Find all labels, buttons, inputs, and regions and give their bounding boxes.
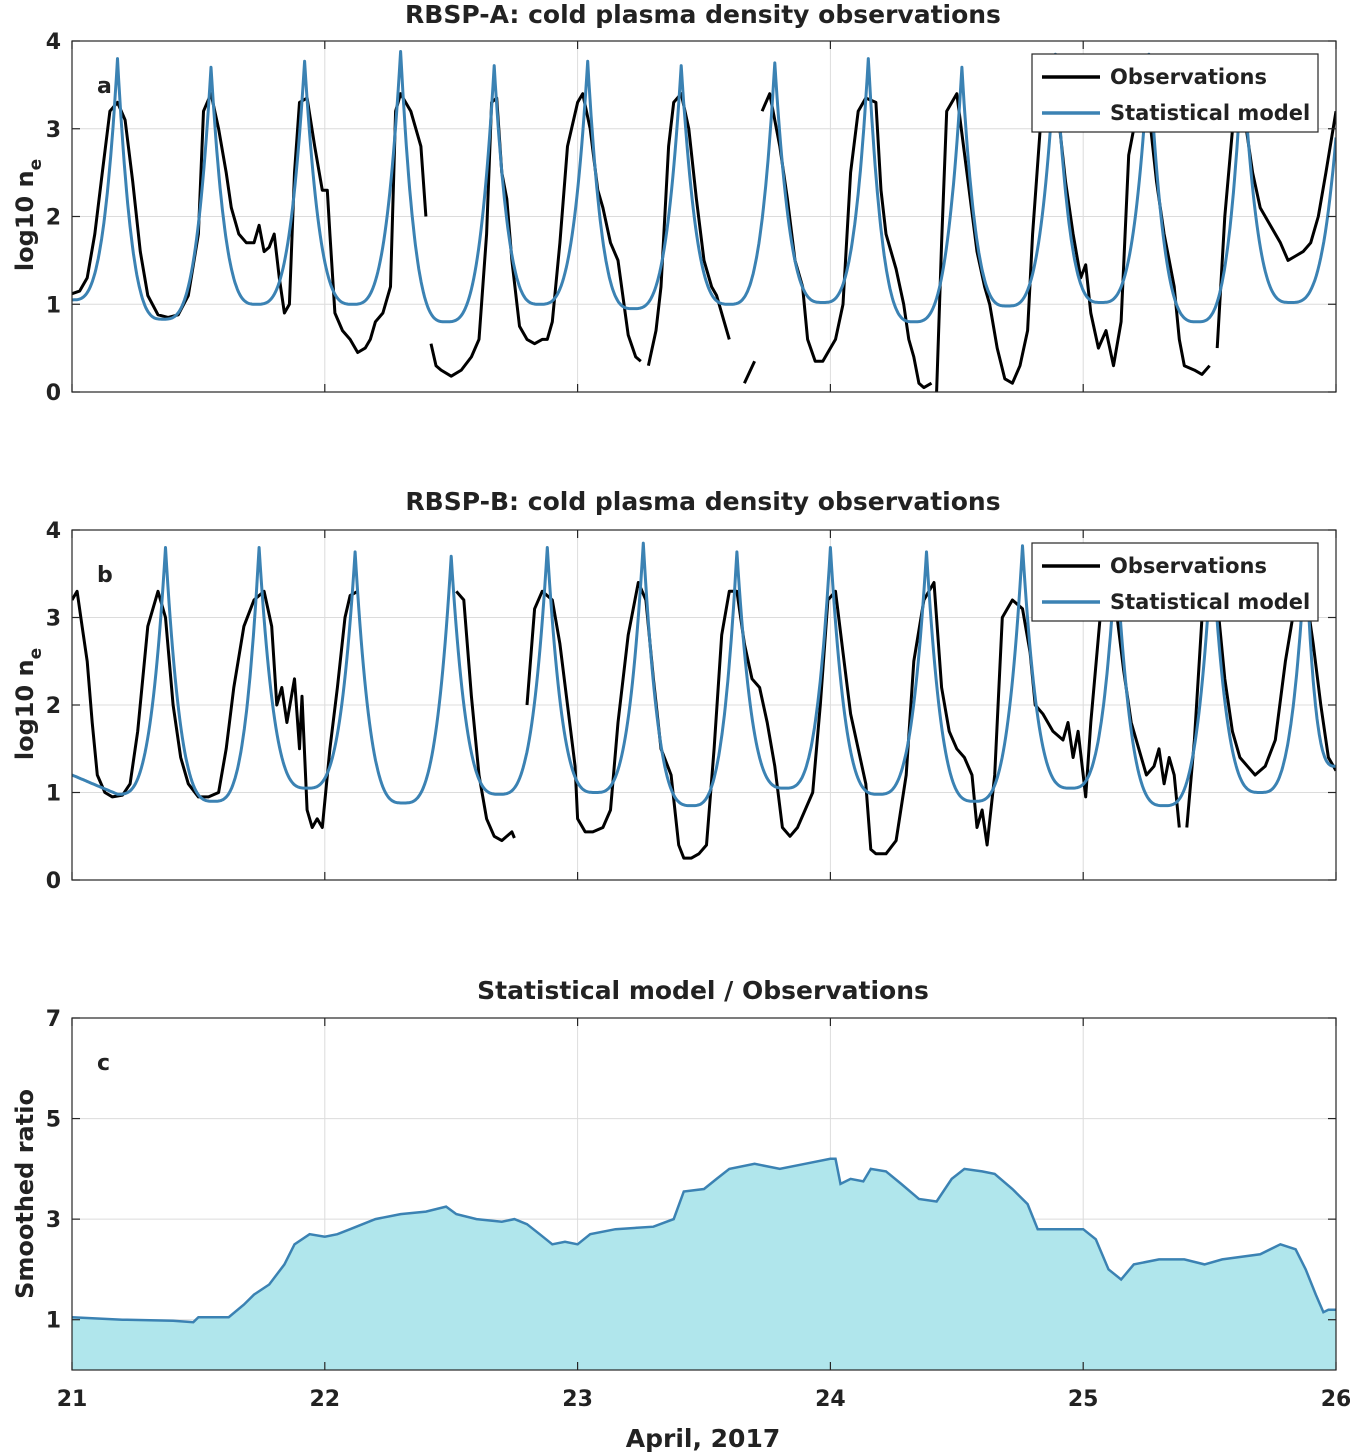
statistical-model-line <box>72 541 1336 808</box>
ytick-label: 0 <box>46 869 61 894</box>
x-axis-label: April, 2017 <box>626 1424 781 1453</box>
ytick-label: 3 <box>46 118 61 143</box>
panel-a-plot: Observations Statistical model 0 1 2 3 4 <box>46 30 1337 406</box>
observations-line <box>72 92 1336 392</box>
panel-b-plot: Observations Statistical model 0 1 2 3 4 <box>46 519 1337 894</box>
panel-a-ylabel-sub: e <box>26 159 46 171</box>
ytick-label: 3 <box>46 607 61 632</box>
observations-line <box>72 581 1336 860</box>
panel-c-letter: c <box>97 1051 110 1076</box>
panel-b-ylabel-sub: e <box>26 648 46 660</box>
panel-b-ylabel: log10 ne <box>11 648 46 760</box>
xtick-label: 24 <box>815 1387 846 1412</box>
legend-box <box>1031 542 1319 622</box>
panel-b-title: RBSP-B: cold plasma density observations <box>405 487 1000 516</box>
ytick-label: 1 <box>46 782 61 807</box>
panel-a: RBSP-A: cold plasma density observations… <box>11 0 1337 406</box>
ytick-label: 4 <box>46 30 61 55</box>
ytick-label: 1 <box>46 1309 61 1334</box>
ytick-label: 2 <box>46 694 61 719</box>
panel-c-data <box>72 1157 1336 1370</box>
panel-c-axes <box>71 1017 1337 1371</box>
panel-a-data <box>72 50 1336 392</box>
xtick-label: 22 <box>309 1387 340 1412</box>
legend-label-1: Statistical model <box>1110 590 1310 614</box>
ytick-label: 0 <box>46 381 61 406</box>
panel-b-letter: b <box>97 563 113 588</box>
ytick-label: 1 <box>46 293 61 318</box>
panel-b-data <box>72 541 1336 860</box>
panel-b: RBSP-B: cold plasma density observations… <box>11 487 1337 894</box>
panel-c-ylabel: Smoothed ratio <box>11 1089 39 1299</box>
panel-a-title: RBSP-A: cold plasma density observations <box>405 0 1001 29</box>
panel-a-letter: a <box>97 74 112 99</box>
panel-a-ylabel-main: log10 n <box>11 170 39 271</box>
ratio-area <box>72 1158 1336 1370</box>
xtick-label: 25 <box>1068 1387 1099 1412</box>
ratio-line <box>72 1157 1336 1324</box>
ytick-label: 7 <box>46 1007 61 1032</box>
ytick-label: 3 <box>46 1208 61 1233</box>
panel-a-legend: Observations Statistical model <box>1031 53 1319 133</box>
panel-c-plot: 1 3 5 7 21 22 23 24 25 26 <box>46 1007 1350 1412</box>
ytick-label: 4 <box>46 519 61 544</box>
legend-box <box>1031 53 1319 133</box>
xtick-label: 23 <box>562 1387 593 1412</box>
panel-b-legend: Observations Statistical model <box>1031 542 1319 622</box>
xtick-label: 21 <box>57 1387 88 1412</box>
statistical-model-line <box>72 50 1336 324</box>
ytick-label: 5 <box>46 1108 61 1133</box>
legend-label-0: Observations <box>1110 554 1267 578</box>
legend-label-0: Observations <box>1110 65 1267 89</box>
panel-c-title: Statistical model / Observations <box>477 976 929 1005</box>
legend-label-1: Statistical model <box>1110 101 1310 125</box>
xtick-label: 26 <box>1321 1387 1350 1412</box>
panel-b-ylabel-main: log10 n <box>11 659 39 760</box>
panel-a-ylabel: log10 ne <box>11 159 46 271</box>
panel-c: Statistical model / Observations c Smoot… <box>11 976 1350 1412</box>
ytick-label: 2 <box>46 206 61 231</box>
